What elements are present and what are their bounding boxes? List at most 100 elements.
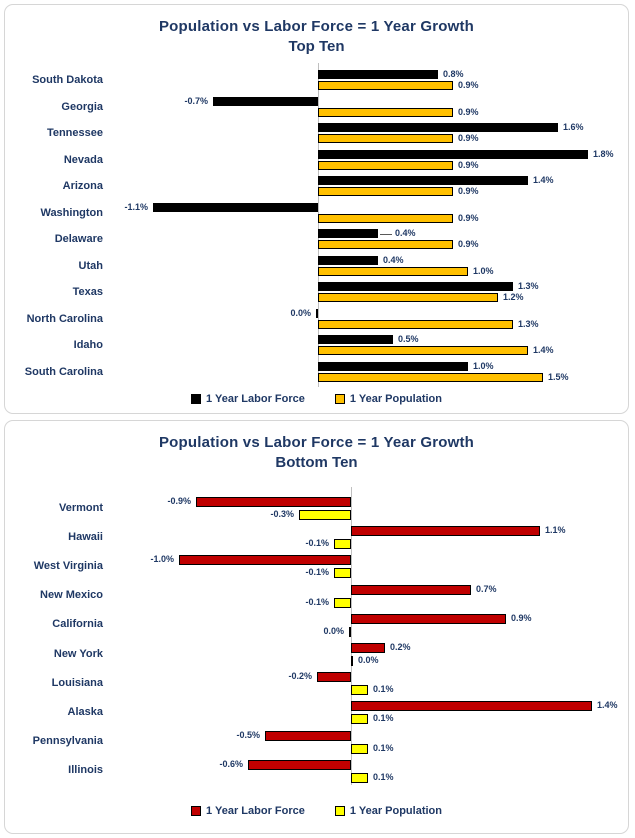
bar-1-year-labor-force: [318, 149, 588, 159]
value-label: 0.4%: [395, 228, 416, 238]
plot-area: South Dakota 0.8% 0.9% Georgia -0.7% 0.9% Tenn…: [5, 5, 628, 413]
bar-1-year-population: [318, 240, 453, 249]
bar-1-year-labor-force: [248, 759, 351, 770]
value-label: 1.1%: [545, 525, 566, 536]
legend-item-1-year-labor-force: 1 Year Labor Force: [191, 393, 305, 405]
category-label: Tennessee: [46, 127, 103, 140]
category-label: New Mexico: [40, 589, 103, 602]
value-label: 1.3%: [518, 281, 539, 291]
bar-1-year-population: [318, 187, 453, 196]
bar-1-year-labor-force: [351, 613, 506, 624]
value-label: 1.0%: [473, 265, 494, 276]
value-label: 0.9%: [458, 106, 479, 117]
chart-panel-bottom-ten: Population vs Labor Force = 1 Year Growt…: [4, 420, 629, 834]
category-label: Idaho: [73, 339, 103, 352]
bar-1-year-population: [351, 743, 368, 754]
value-label: 0.9%: [458, 133, 479, 143]
bar-1-year-population: [318, 160, 453, 170]
value-label: 0.9%: [458, 159, 479, 170]
value-label: 0.4%: [383, 254, 404, 265]
bar-1-year-population: [318, 107, 453, 117]
legend-swatch-1-year-population: [334, 394, 345, 404]
value-label: 0.0%: [323, 625, 344, 636]
bar-1-year-population: [349, 626, 351, 637]
chart-legend: 1 Year Labor Force 1 Year Population: [5, 391, 628, 407]
value-label: 1.4%: [533, 175, 554, 185]
chart-title: Population vs Labor Force = 1 Year Growt…: [158, 434, 475, 451]
bar-1-year-population: [318, 213, 453, 223]
zero-axis-line: [351, 487, 352, 785]
bar-1-year-labor-force: [351, 701, 592, 712]
category-label: Nevada: [63, 153, 103, 166]
bar-1-year-labor-force: [196, 497, 351, 507]
legend-label: 1 Year Population: [349, 805, 442, 817]
category-label: South Dakota: [32, 74, 103, 87]
value-label: 1.0%: [473, 360, 494, 371]
bar-1-year-population: [318, 293, 498, 302]
value-label: 0.1%: [373, 684, 394, 695]
category-label: New York: [53, 647, 103, 660]
category-label: Alaska: [67, 705, 103, 718]
value-label: -1.0%: [150, 554, 174, 565]
value-label: 0.9%: [458, 212, 479, 223]
value-label: -0.1%: [305, 567, 329, 578]
chart-panel-top-ten: Population vs Labor Force = 1 Year Growt…: [4, 4, 629, 414]
category-label: Texas: [72, 286, 103, 299]
bar-1-year-labor-force: [318, 255, 378, 265]
value-label: 0.1%: [373, 713, 394, 724]
value-label: -0.9%: [167, 496, 191, 506]
bar-1-year-labor-force: [265, 730, 351, 741]
bar-1-year-labor-force: [317, 672, 351, 683]
plot-area: Vermont -0.9% -0.3% Hawaii 1.1% -0.1% West Vir…: [5, 421, 628, 833]
value-label: 0.0%: [290, 307, 311, 318]
bar-1-year-labor-force: [318, 229, 378, 238]
bar-1-year-labor-force: [351, 584, 471, 595]
value-label: -0.1%: [305, 596, 329, 607]
legend-label: 1 Year Labor Force: [206, 393, 305, 405]
bar-1-year-population: [351, 656, 353, 666]
category-label: California: [52, 618, 103, 631]
category-label: Illinois: [68, 764, 103, 777]
value-label: -0.3%: [270, 509, 294, 519]
bar-1-year-labor-force: [318, 176, 528, 185]
value-label: 0.9%: [511, 612, 532, 623]
category-label: Washington: [40, 206, 103, 219]
legend-item-1-year-population: 1 Year Population: [334, 805, 442, 817]
value-label: 0.9%: [458, 186, 479, 196]
value-label: 1.2%: [503, 292, 524, 302]
bar-1-year-labor-force: [213, 96, 318, 106]
bar-1-year-population: [318, 266, 468, 276]
category-label: West Virginia: [33, 559, 103, 572]
bar-1-year-labor-force: [318, 361, 468, 371]
legend-label: 1 Year Labor Force: [206, 805, 305, 817]
value-label: 1.4%: [533, 345, 554, 355]
bar-1-year-population: [318, 372, 543, 382]
value-label: 1.8%: [593, 148, 614, 159]
zero-axis-line: [318, 63, 319, 387]
bar-1-year-labor-force: [318, 70, 438, 79]
chart-title: Population vs Labor Force = 1 Year Growt…: [158, 18, 475, 35]
bar-1-year-population: [318, 134, 453, 143]
bar-1-year-labor-force: [179, 555, 351, 566]
bar-1-year-population: [318, 81, 453, 90]
value-label: 0.0%: [358, 655, 379, 665]
legend-label: 1 Year Population: [349, 393, 442, 405]
bar-1-year-population: [318, 319, 513, 329]
legend-swatch-1-year-population: [334, 806, 345, 816]
value-label: 0.1%: [373, 742, 394, 753]
bar-1-year-population: [334, 568, 351, 579]
value-label: 1.3%: [518, 318, 539, 329]
legend-item-1-year-population: 1 Year Population: [334, 393, 442, 405]
chart-legend: 1 Year Labor Force 1 Year Population: [5, 803, 628, 819]
bar-1-year-labor-force: [316, 308, 318, 318]
chart-subtitle: Top Ten: [288, 38, 345, 55]
bar-1-year-population: [334, 597, 351, 608]
value-label: -0.6%: [219, 758, 243, 769]
label-leader-line: [380, 234, 392, 235]
value-label: 0.9%: [458, 80, 479, 90]
value-label: -0.5%: [236, 729, 260, 740]
bar-1-year-labor-force: [153, 202, 318, 212]
category-label: Louisiana: [51, 676, 103, 689]
category-label: Arizona: [62, 180, 103, 193]
bar-1-year-population: [299, 510, 351, 520]
